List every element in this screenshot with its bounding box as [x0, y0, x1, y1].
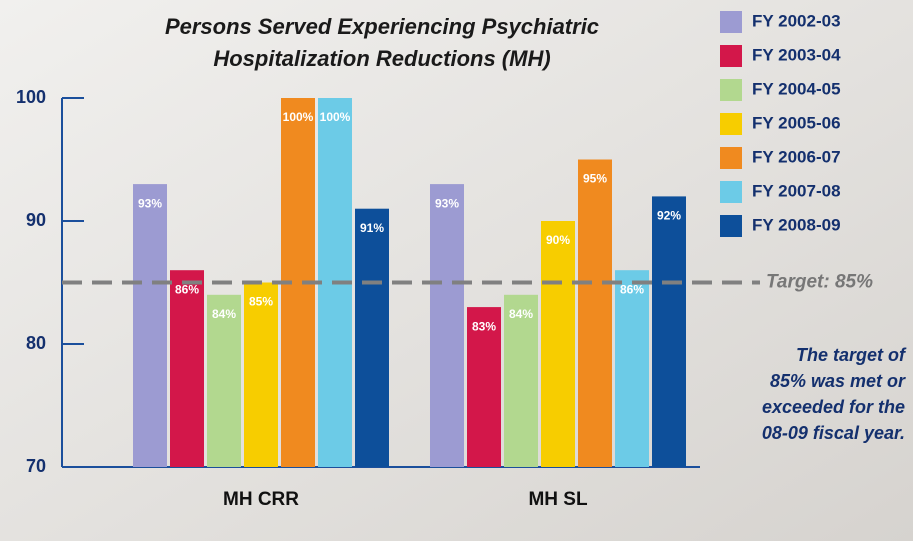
bar [652, 196, 686, 467]
legend-swatch [720, 181, 742, 203]
y-tick-label: 100 [16, 87, 46, 107]
value-label: 84% [212, 307, 236, 321]
value-label: 93% [435, 196, 459, 210]
legend-swatch [720, 147, 742, 169]
legend-label: FY 2002-03 [752, 11, 841, 30]
target-label: Target: 85% [766, 272, 873, 293]
y-tick-label: 90 [26, 210, 46, 230]
value-label: 100% [320, 110, 351, 124]
x-tick-label: MH SL [528, 489, 588, 510]
chart-title: Hospitalization Reductions (MH) [213, 46, 550, 71]
legend-label: FY 2008-09 [752, 215, 841, 234]
value-label: 91% [360, 221, 384, 235]
y-tick-label: 70 [26, 456, 46, 476]
bar [170, 270, 204, 467]
legend-swatch [720, 11, 742, 33]
value-label: 86% [175, 282, 199, 296]
bar [133, 184, 167, 467]
legend-label: FY 2006-07 [752, 147, 841, 166]
value-label: 90% [546, 233, 570, 247]
bar [615, 270, 649, 467]
value-label: 95% [583, 172, 607, 186]
annotation: The target of [796, 345, 907, 365]
value-label: 86% [620, 282, 644, 296]
bar [541, 221, 575, 467]
legend-label: FY 2004-05 [752, 79, 841, 98]
legend-swatch [720, 215, 742, 237]
annotation: 08-09 fiscal year. [762, 423, 905, 443]
bar [578, 159, 612, 467]
legend-swatch [720, 45, 742, 67]
bar [430, 184, 464, 467]
legend-label: FY 2007-08 [752, 181, 841, 200]
bar [207, 294, 241, 467]
value-label: 83% [472, 319, 496, 333]
annotation: 85% was met or [770, 371, 906, 391]
value-label: 84% [509, 307, 533, 321]
value-label: 92% [657, 209, 681, 223]
bar [504, 294, 538, 467]
bar [467, 307, 501, 467]
legend-swatch [720, 79, 742, 101]
bar [244, 282, 278, 467]
bar [355, 208, 389, 467]
y-tick-label: 80 [26, 333, 46, 353]
chart-title: Persons Served Experiencing Psychiatric [165, 14, 599, 39]
legend-label: FY 2003-04 [752, 45, 841, 64]
annotation: exceeded for the [762, 397, 905, 417]
x-tick-label: MH CRR [223, 489, 299, 510]
value-label: 93% [138, 196, 162, 210]
legend-swatch [720, 113, 742, 135]
legend-label: FY 2005-06 [752, 113, 841, 132]
value-label: 85% [249, 295, 273, 309]
value-label: 100% [283, 110, 314, 124]
